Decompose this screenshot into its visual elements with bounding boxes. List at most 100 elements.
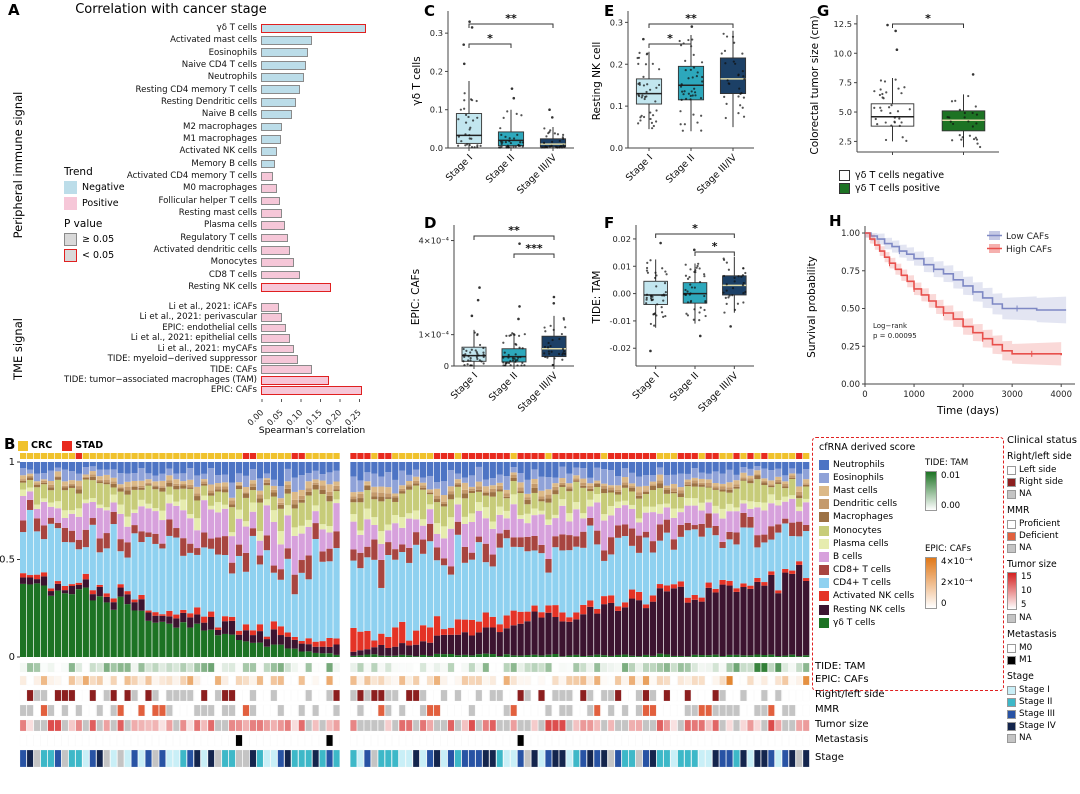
- cell-type-legend-item: Macrophages: [819, 511, 914, 524]
- cell-type-swatch: [819, 459, 829, 470]
- svg-text:7.5: 7.5: [839, 78, 852, 88]
- svg-text:TIDE: TAM: TIDE: TAM: [591, 271, 603, 325]
- panel-resting-nk-boxplot: E 0.0 0.1 0.2 0.3 Stage I Stage II Stage III/I…: [590, 0, 760, 213]
- panel-composition-heatmap: B CRC STAD 1 0.5 0 TIDE: TAM EPIC: CAFs Right…: [0, 435, 1080, 794]
- trend-legend-item: Negative: [64, 181, 125, 194]
- svg-text:Colorectal tumor size (cm): Colorectal tumor size (cm): [809, 15, 821, 154]
- cell-type-legend-item: CD4+ T cells: [819, 577, 914, 590]
- corr-bar-label: Resting mast cells: [178, 208, 257, 219]
- trend-swatch: [64, 197, 77, 210]
- svg-text:4000: 4000: [1050, 390, 1072, 400]
- svg-text:**: **: [685, 12, 697, 25]
- cafs-scale: EPIC: CAFs 4×10⁻⁴ 2×10⁻⁴ 0: [925, 544, 973, 609]
- svg-text:Stage III/IV: Stage III/IV: [515, 152, 559, 196]
- bar-group-peripheral: γδ T cells Activated mast cells Eosinophil…: [0, 22, 367, 294]
- panel-h-letter: H: [829, 212, 842, 230]
- annotation-row-label: MMR: [815, 703, 840, 715]
- corr-bar: [261, 134, 281, 144]
- corr-bar: [261, 233, 288, 243]
- cell-type-swatch: [819, 617, 829, 628]
- clinical-swatch: [1007, 655, 1016, 665]
- corr-bar-label: Resting NK cells: [188, 282, 257, 293]
- corr-bar-label: EPIC: endothelial cells: [162, 322, 257, 333]
- corr-bar: [261, 245, 291, 255]
- corr-bar: [261, 386, 363, 396]
- svg-text:*: *: [692, 222, 698, 235]
- corr-bar-label: TIDE: CAFs: [210, 364, 257, 375]
- cell-type-legend-item: Resting NK cells: [819, 603, 914, 616]
- clinical-group-title: Metastasis: [1007, 629, 1057, 640]
- corr-bar-label: Activated CD4 memory T cells: [126, 171, 257, 181]
- color-scale-gradient: [925, 557, 937, 609]
- gd-status-legend-item: γδ T cells positive: [839, 183, 944, 194]
- clinical-legend-item: Right side: [1007, 476, 1080, 488]
- svg-text:*: *: [925, 12, 931, 25]
- corr-bar: [261, 196, 280, 206]
- annotation-row-label: TIDE: TAM: [815, 660, 866, 672]
- svg-text:**: **: [505, 12, 517, 25]
- color-scale-gradient: [925, 471, 937, 511]
- corr-bar-row: Resting mast cells: [0, 207, 366, 219]
- kaplan-meier-plot: 0.00 0.25 0.50 0.75 1.00 0 1000 2000 3000 4000 Low…: [806, 226, 1075, 417]
- clinical-swatch: [1007, 489, 1016, 499]
- clinical-swatch: [1007, 465, 1016, 475]
- cell-type-swatch: [819, 525, 829, 536]
- corr-bar-label: Activated NK cells: [179, 146, 257, 157]
- clinical-legend-item: Left side: [1007, 464, 1080, 476]
- tumor-size-gradient-bar: [1007, 572, 1017, 610]
- cell-type-legend-item: γδ T cells: [819, 616, 914, 629]
- svg-text:*: *: [667, 32, 673, 45]
- svg-text:0.00: 0.00: [613, 289, 631, 299]
- svg-text:p = 0.00095: p = 0.00095: [873, 332, 917, 340]
- clinical-legend-item: NA: [1007, 612, 1080, 624]
- svg-text:-0.02: -0.02: [610, 343, 631, 353]
- clinical-group-title: Right/left side: [1007, 451, 1072, 462]
- clinical-swatch: [1007, 543, 1016, 553]
- panel-tumor-size-boxplot: G 2.5 5.0 7.5 10.0 12.5 * Colorectal tumor siz…: [805, 0, 1010, 214]
- cell-type-swatch: [819, 485, 829, 496]
- annotation-row-label: EPIC: CAFs: [815, 673, 869, 685]
- cell-type-swatch: [819, 472, 829, 483]
- corr-bar-label: Memory B cells: [191, 158, 257, 169]
- corr-bar-label: Resting CD4 memory T cells: [135, 84, 257, 95]
- svg-text:Stage I: Stage I: [624, 152, 655, 183]
- svg-text:Stage III/IV: Stage III/IV: [516, 370, 560, 414]
- tam-scale: TIDE: TAM 0.01 0.00: [925, 458, 969, 511]
- svg-text:0.50: 0.50: [841, 305, 860, 315]
- annotation-row-label: Tumor size: [815, 718, 869, 730]
- svg-text:**: **: [508, 224, 520, 237]
- svg-text:0.3: 0.3: [430, 28, 443, 38]
- corr-bar-row: Li et al., 2021: iCAFs: [0, 302, 362, 312]
- corr-bar-row: Activated CD4 memory T cells: [0, 170, 366, 182]
- svg-text:Survival probability: Survival probability: [806, 256, 818, 358]
- corr-bar-label: Neutrophils: [207, 72, 257, 83]
- cell-type-legend-item: Activated NK cells: [819, 590, 914, 603]
- cohort-legend-item: STAD: [62, 440, 103, 451]
- corr-bar-label: Li et al., 2021: epithelial cells: [130, 333, 257, 344]
- pvalue-legend-item: < 0.05: [64, 249, 125, 262]
- cell-type-legend-item: B cells: [819, 550, 914, 563]
- corr-bar-label: Activated mast cells: [170, 35, 257, 46]
- panel-a-title: Correlation with cancer stage: [75, 2, 267, 17]
- cell-type-swatch: [819, 512, 829, 523]
- corr-bar: [261, 302, 279, 312]
- corr-bar-row: Resting NK cells: [0, 281, 366, 293]
- corr-bar-row: TIDE: tumor−associated macrophages (TAM): [0, 375, 362, 385]
- bar-group-tme: Li et al., 2021: iCAFs Li et al., 2021: p…: [0, 302, 363, 396]
- corr-bar: [261, 323, 287, 333]
- corr-bar: [261, 184, 277, 194]
- panel-epic-cafs-boxplot: D 0 1×10⁻⁴ 4×10⁻⁴ Stage I Stage II Stage III/…: [410, 214, 580, 434]
- corr-bar: [261, 73, 304, 82]
- svg-text:0.0: 0.0: [610, 143, 623, 153]
- svg-text:0.0: 0.0: [430, 143, 443, 153]
- cell-type-swatch: [819, 551, 829, 562]
- corr-bar-row: Resting CD4 memory T cells: [0, 84, 366, 96]
- cell-type-legend-item: Mast cells: [819, 484, 914, 497]
- corr-bar-row: Eosinophils: [0, 47, 366, 59]
- corr-bar-row: Li et al., 2021: epithelial cells: [0, 333, 362, 343]
- corr-bar-row: CD8 T cells: [0, 269, 366, 281]
- clinical-legend-item: Stage II: [1007, 696, 1080, 708]
